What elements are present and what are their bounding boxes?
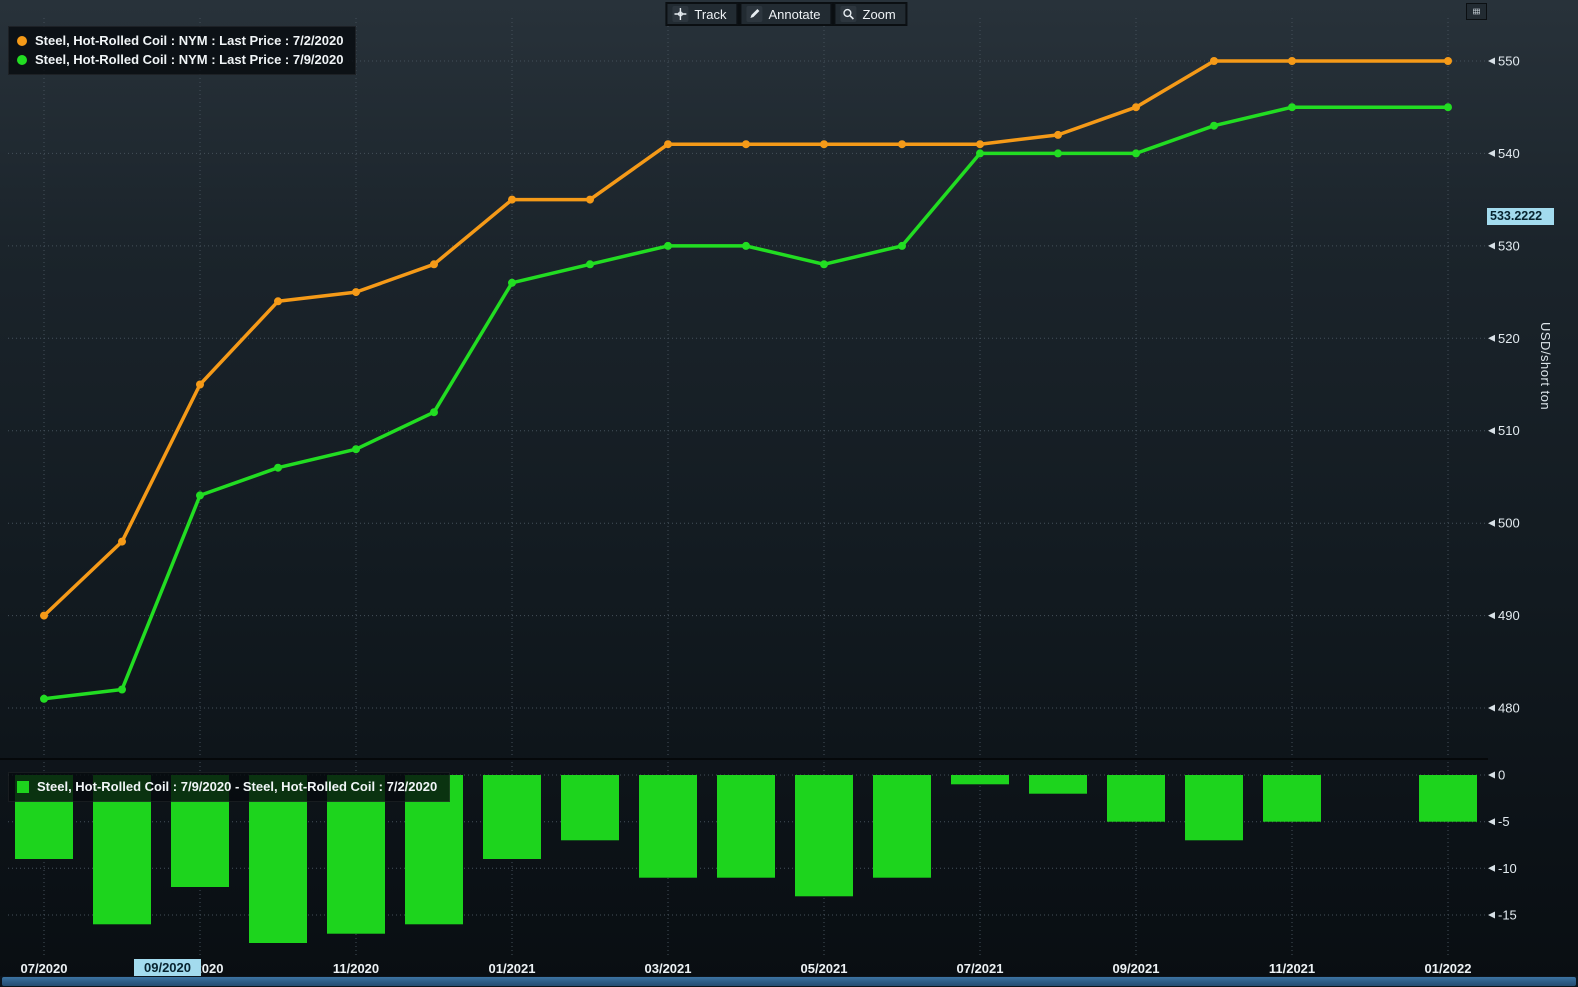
legend-item-diff[interactable]: Steel, Hot-Rolled Coil : 7/9/2020 - Stee… [17, 777, 437, 796]
y-axis-title: USD/short ton [1538, 322, 1553, 411]
svg-text:550: 550 [1498, 54, 1520, 69]
svg-text:01/2022: 01/2022 [1425, 961, 1472, 976]
svg-text:520: 520 [1498, 331, 1520, 346]
legend-item-series2[interactable]: Steel, Hot-Rolled Coil : NYM : Last Pric… [17, 50, 343, 69]
svg-text:01/2021: 01/2021 [489, 961, 536, 976]
annotate-label: Annotate [768, 6, 821, 22]
chart-toolbar: Track Annotate Zoom [665, 2, 908, 26]
svg-text:530: 530 [1498, 238, 1520, 253]
crosshair-icon [672, 6, 689, 22]
horizontal-scrollbar[interactable] [0, 976, 1578, 987]
svg-text:11/2020: 11/2020 [333, 961, 379, 976]
series1-color-dot [17, 35, 27, 46]
svg-text:07/2020: 07/2020 [21, 961, 68, 976]
zoom-button[interactable]: Zoom [834, 3, 907, 25]
svg-text:500: 500 [1498, 516, 1520, 531]
magnifier-icon [840, 6, 857, 22]
svg-text:490: 490 [1498, 608, 1520, 623]
track-button[interactable]: Track [666, 3, 738, 25]
chart-options-grid-icon[interactable] [1466, 3, 1487, 20]
svg-text:480: 480 [1498, 701, 1520, 716]
scrollbar-thumb[interactable] [2, 977, 1576, 986]
selected-date-badge: 09/2020 [134, 959, 201, 976]
diff-label: Steel, Hot-Rolled Coil : 7/9/2020 - Stee… [37, 779, 438, 794]
svg-text:05/2021: 05/2021 [801, 961, 848, 976]
svg-text:03/2021: 03/2021 [645, 961, 692, 976]
series2-color-dot [17, 54, 27, 65]
svg-text:0: 0 [1498, 768, 1505, 783]
svg-text:540: 540 [1498, 146, 1520, 161]
svg-text:-5: -5 [1498, 814, 1510, 829]
track-label: Track [694, 6, 727, 22]
annotate-button[interactable]: Annotate [740, 3, 832, 25]
pencil-icon [746, 6, 763, 22]
svg-text:09/2021: 09/2021 [1113, 961, 1160, 976]
last-value-badge: 533.2222 [1487, 208, 1554, 225]
svg-text:-15: -15 [1498, 908, 1517, 923]
zoom-label: Zoom [862, 6, 896, 22]
svg-text:07/2021: 07/2021 [957, 961, 1004, 976]
svg-text:510: 510 [1498, 423, 1520, 438]
svg-text:-10: -10 [1498, 861, 1517, 876]
main-legend: Steel, Hot-Rolled Coil : NYM : Last Pric… [8, 26, 357, 75]
diff-color-square [17, 780, 29, 793]
series1-label: Steel, Hot-Rolled Coil : NYM : Last Pric… [35, 33, 344, 48]
svg-text:11/2021: 11/2021 [1269, 961, 1315, 976]
series2-label: Steel, Hot-Rolled Coil : NYM : Last Pric… [35, 52, 344, 67]
diff-legend: Steel, Hot-Rolled Coil : 7/9/2020 - Stee… [8, 772, 451, 802]
legend-item-series1[interactable]: Steel, Hot-Rolled Coil : NYM : Last Pric… [17, 31, 343, 50]
